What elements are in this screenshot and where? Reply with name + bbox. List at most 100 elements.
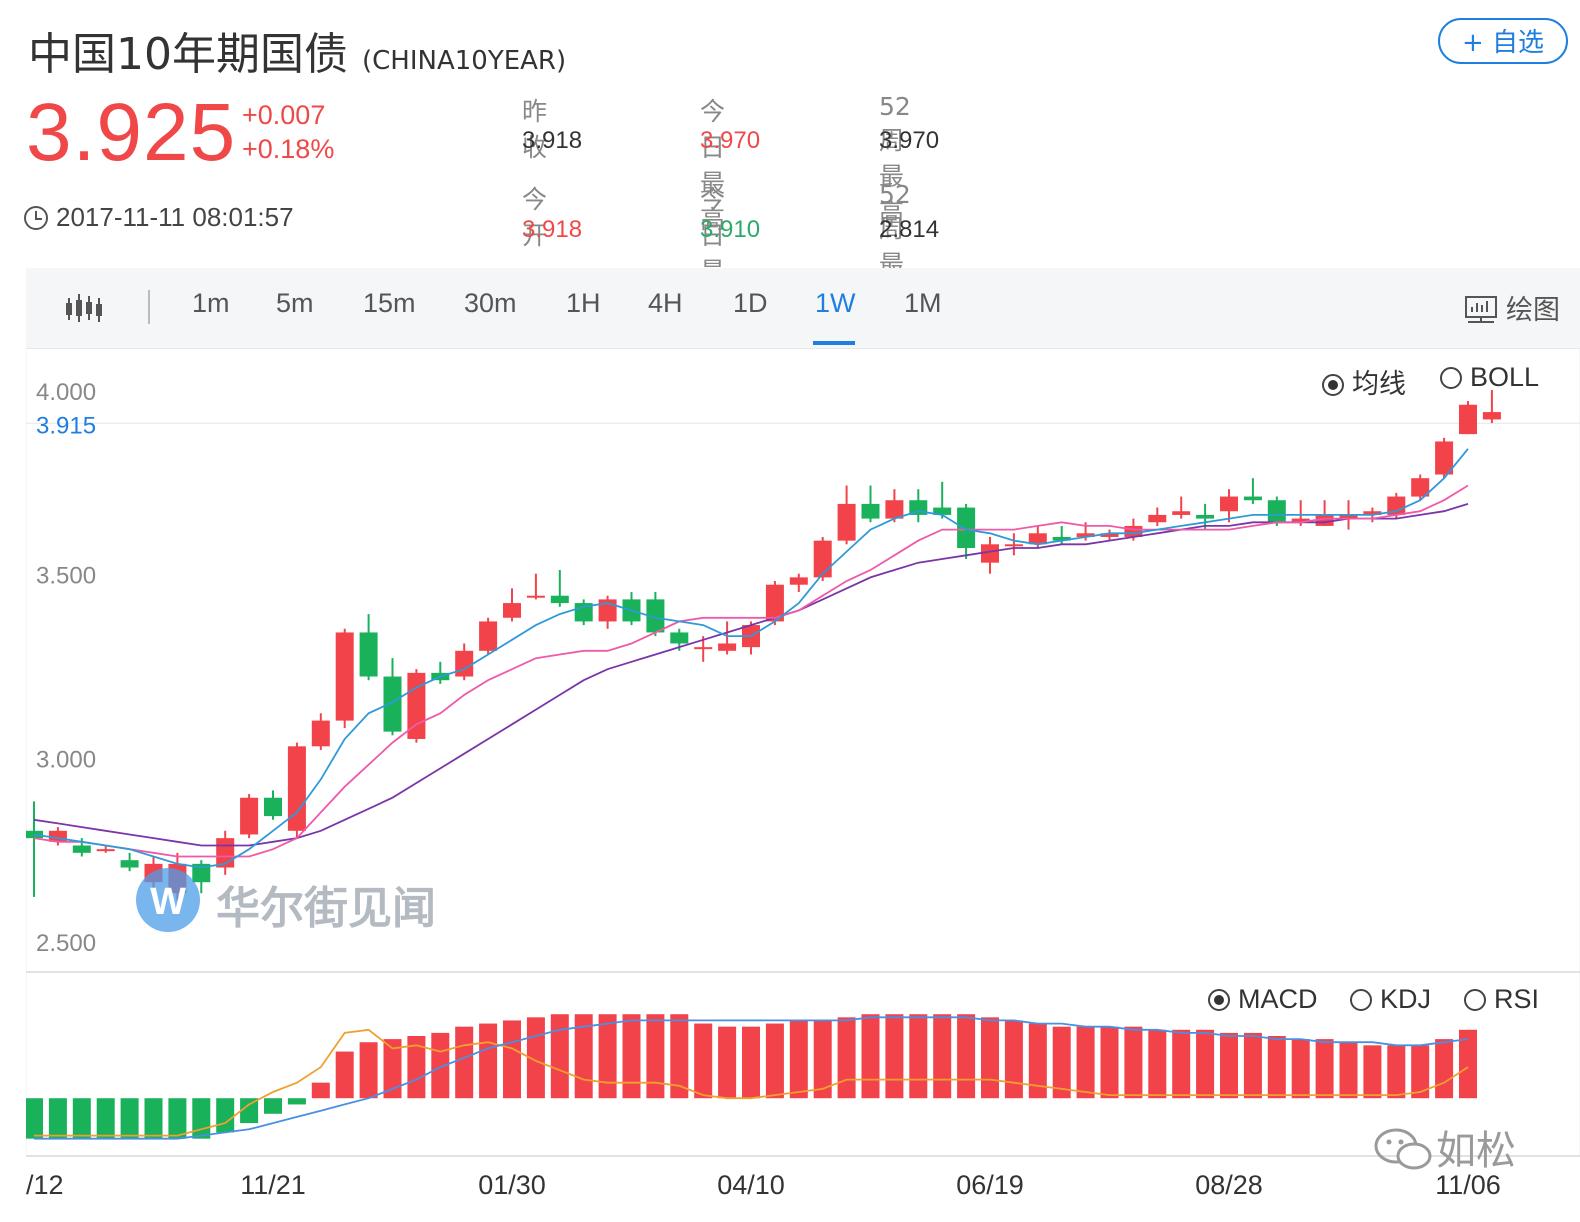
candle-body: [837, 503, 856, 541]
draw-button[interactable]: 绘图: [1464, 288, 1560, 327]
tab-1m[interactable]: 1m: [192, 288, 230, 318]
macd-bar: [383, 1039, 402, 1099]
y-tick-label: 3.500: [36, 563, 96, 590]
candle-body: [311, 720, 330, 747]
brand-logo-icon: W: [136, 868, 200, 932]
price-chart: 4.000 3.500 3.000 2.500 3.915 /12 11/21 01/30 0…: [26, 348, 1580, 1200]
candle-body: [1482, 412, 1501, 420]
tab-1m[interactable]: 1M: [904, 288, 942, 318]
stat-value: 3.910: [700, 216, 761, 243]
candle-body: [1196, 514, 1215, 519]
instrument-name: 中国10年期国债: [28, 29, 348, 80]
candle-body: [1315, 514, 1334, 526]
macd-bar: [742, 1026, 760, 1099]
macd-bar: [1172, 1029, 1191, 1099]
radio-unchecked-icon: [1350, 989, 1372, 1011]
option-kdj[interactable]: KDJ: [1350, 984, 1431, 1015]
tab-1w[interactable]: 1W: [815, 288, 856, 318]
candle-body: [359, 632, 378, 677]
macd-bar: [909, 1014, 928, 1099]
candle-body: [1220, 496, 1238, 512]
ma20-line: [33, 503, 1469, 847]
tab-30m[interactable]: 30m: [464, 288, 517, 318]
stat-label: 52周最高: [879, 92, 911, 227]
stat-value: 3.970: [700, 127, 761, 154]
stat-label: 今开: [522, 185, 548, 250]
candle-body: [287, 746, 306, 831]
candle-body: [335, 632, 354, 721]
macd-bar: [1196, 1029, 1215, 1099]
stat-value: 3.918: [522, 216, 583, 243]
candle-body: [789, 577, 808, 585]
tab-4h[interactable]: 4H: [648, 288, 683, 318]
dif-line: [34, 1016, 1469, 1140]
macd-bar: [1291, 1039, 1310, 1099]
macd-bar: [813, 1020, 832, 1099]
stat-label: 今日最高: [700, 97, 726, 234]
x-tick-label: 08/28: [1195, 1170, 1263, 1200]
candle-body: [957, 507, 976, 548]
stat-value: 3.918: [522, 127, 583, 154]
x-tick-label: /12: [26, 1170, 64, 1200]
macd-bar: [622, 1014, 641, 1099]
macd-bar: [192, 1098, 211, 1139]
macd-bar: [694, 1023, 713, 1099]
macd-bar: [885, 1014, 904, 1099]
add-favorite-button[interactable]: + 自选: [1438, 18, 1568, 64]
macd-bar: [1363, 1045, 1382, 1099]
macd-bar: [240, 1098, 259, 1124]
radio-unchecked-icon: [1440, 367, 1462, 389]
current-price-label: 3.915: [36, 412, 96, 439]
candle-body: [383, 676, 402, 732]
y-tick-label: 3.000: [36, 746, 96, 773]
price-change: +0.007: [242, 100, 326, 130]
macd-bar: [1411, 1045, 1430, 1099]
quote-time-text: 2017-11-11 08:01:57: [56, 202, 294, 232]
macd-bar: [1052, 1026, 1071, 1099]
x-tick-label: 01/30: [478, 1170, 546, 1200]
active-tab-indicator: [813, 341, 855, 345]
radio-unchecked-icon: [1464, 989, 1486, 1011]
candle-body: [455, 650, 474, 677]
radio-checked-icon: [1322, 374, 1344, 396]
page-title: 中国10年期国债 (CHINA10YEAR): [28, 18, 566, 82]
macd-bar: [431, 1032, 450, 1099]
tab-15m[interactable]: 15m: [363, 288, 416, 318]
macd-bar: [718, 1026, 737, 1099]
macd-bar: [837, 1017, 856, 1099]
quote-time: 2017-11-11 08:01:57: [24, 202, 294, 233]
candle-body: [885, 500, 904, 519]
option-boll[interactable]: BOLL: [1440, 362, 1539, 393]
option-rsi[interactable]: RSI: [1464, 984, 1539, 1015]
candle-body: [1172, 511, 1191, 515]
macd-bar: [1220, 1032, 1238, 1099]
stat-value: 3.970: [879, 127, 940, 154]
macd-bar: [1435, 1039, 1454, 1099]
tab-5m[interactable]: 5m: [276, 288, 314, 318]
macd-bar: [216, 1098, 235, 1133]
x-tick-label: 04/10: [717, 1170, 785, 1200]
candle-body: [1052, 536, 1071, 541]
candle-body: [981, 544, 999, 563]
candle-body: [1076, 533, 1095, 537]
macd-bar: [1339, 1042, 1358, 1099]
tab-1d[interactable]: 1D: [733, 288, 768, 318]
macd-bar: [26, 1098, 43, 1139]
candle-body: [670, 632, 689, 644]
tab-1h[interactable]: 1H: [566, 288, 601, 318]
macd-bar: [646, 1014, 665, 1099]
instrument-code: (CHINA10YEAR): [362, 46, 567, 76]
candle-body: [1459, 404, 1477, 435]
x-tick-label: 06/19: [956, 1170, 1024, 1200]
macd-bar: [1124, 1026, 1143, 1099]
candle-body: [1267, 500, 1286, 523]
macd-bar: [311, 1082, 330, 1099]
candle-body: [765, 584, 784, 622]
macd-bar: [359, 1042, 378, 1099]
candle-body: [503, 603, 521, 618]
option-macd[interactable]: MACD: [1208, 984, 1318, 1015]
candlestick-icon[interactable]: [64, 292, 104, 324]
candle-body: [1411, 478, 1430, 497]
candle-body: [1435, 441, 1454, 475]
option-均线[interactable]: 均线: [1322, 362, 1406, 401]
